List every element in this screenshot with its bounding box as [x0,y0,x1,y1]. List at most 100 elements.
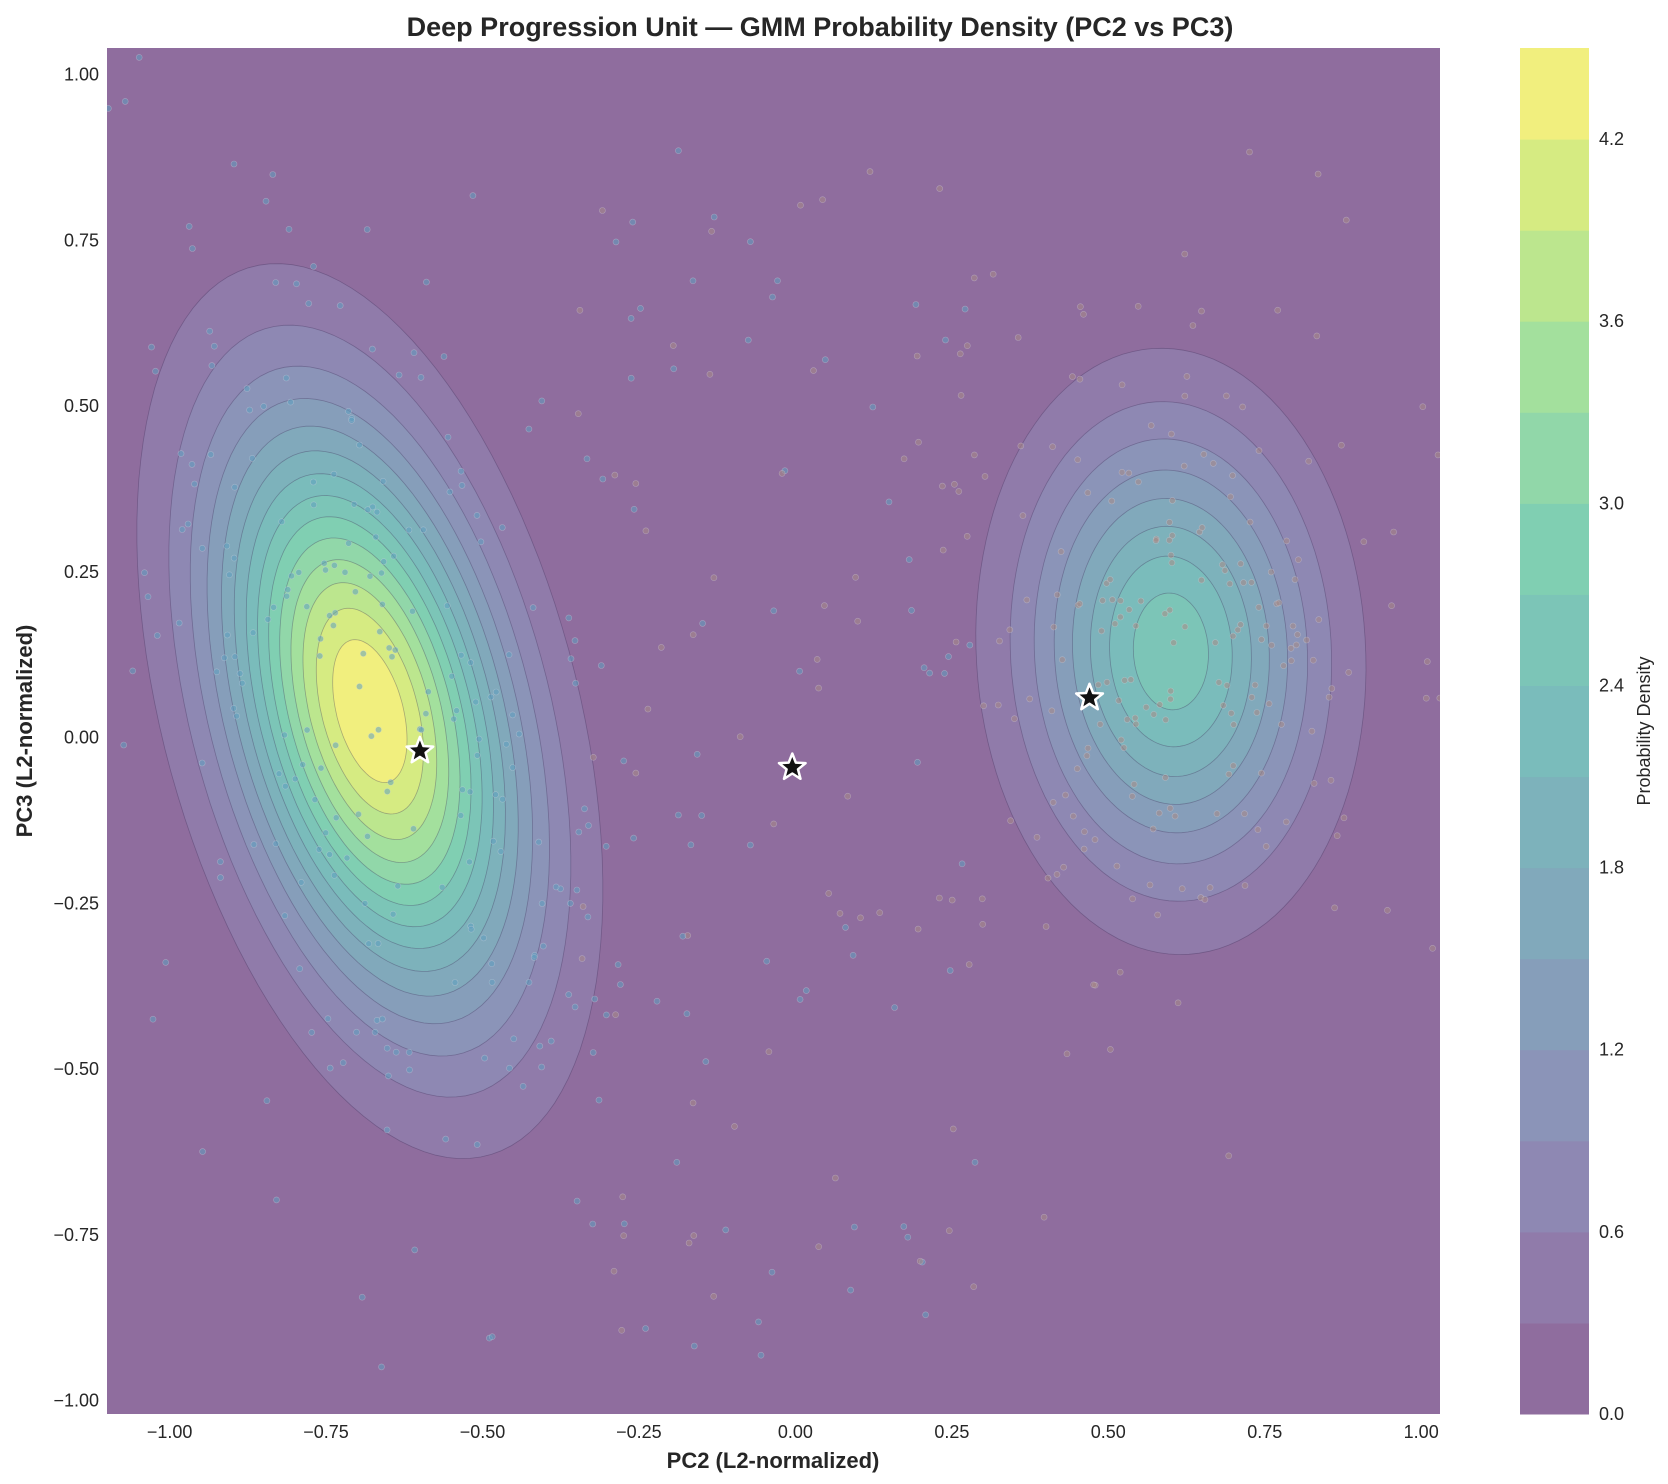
scatter-point [538,900,546,907]
scatter-point [326,1064,334,1072]
scatter-point [1274,306,1281,314]
scatter-point [497,848,505,855]
scatter-point [1069,373,1076,380]
scatter-point [1123,716,1131,723]
scatter-point [939,482,946,490]
scatter-point [356,441,363,449]
scatter-point [371,1029,379,1036]
scatter-point [1327,776,1335,784]
scatter-point [1287,644,1295,652]
scatter-point [599,207,606,214]
scatter-point [264,616,272,623]
scatter-point [946,967,954,974]
scatter-point [488,960,496,968]
scatter-point [690,1232,698,1239]
scatter-point [916,1257,924,1265]
scatter-point [440,353,448,360]
scatter-point [669,342,677,349]
scatter-point [1308,727,1316,735]
scatter-point [406,1066,413,1074]
scatter-point [1219,561,1226,568]
scatter-point [278,518,286,526]
scatter-point [802,987,810,994]
colorbar-label: Probability Density [1634,656,1654,805]
scatter-point [1091,836,1099,843]
scatter-point [226,571,233,579]
scatter-point [581,805,588,813]
scatter-point [326,612,333,619]
scatter-point [457,812,465,819]
scatter-point [129,667,136,675]
scatter-point [1253,709,1261,716]
scatter-point [480,934,487,942]
scatter-point [1429,944,1436,952]
centroid-star-1 [405,735,435,764]
scatter-point [1241,810,1248,818]
scatter-point [208,362,216,369]
scatter-point [345,539,352,547]
scatter-point [755,1318,762,1326]
scatter-points [107,54,1450,1371]
scatter-point [221,654,228,662]
scatter-point [1107,1046,1114,1053]
scatter-point [374,940,382,947]
scatter-point [366,572,374,580]
scatter-point [185,223,193,230]
scatter-point [1062,791,1069,799]
scatter-point [1115,697,1123,704]
scatter-point [951,480,958,488]
scatter-point [915,438,922,446]
scatter-point [1444,877,1450,883]
scatter-point [387,778,395,786]
scatter-point [391,646,399,654]
scatter-point [1049,443,1056,451]
scatter-point [945,653,952,660]
scatter-point [1149,825,1157,833]
scatter-point [324,1015,332,1023]
scatter-point [1026,695,1033,703]
scatter-point [453,707,460,714]
scatter-point [971,1159,979,1166]
scatter-point [1226,580,1234,588]
scatter-point [1221,567,1229,574]
scatter-point [1171,812,1179,820]
scatter-point [525,425,533,433]
scatter-point [373,1016,381,1024]
centroid-star-3 [1074,682,1105,711]
x-tick-label: 0.00 [778,1422,813,1442]
scatter-point [1289,622,1297,630]
scatter-point [941,670,948,677]
scatter-point [1095,681,1102,689]
scatter-point [963,532,971,540]
scatter-point [905,556,913,563]
scatter-point [1223,682,1231,689]
scatter-point [343,854,351,862]
scatter-point [599,475,607,483]
scatter-point [199,544,206,552]
scatter-point [444,433,452,441]
plot-area [107,48,1450,1414]
scatter-point [422,710,430,717]
y-tick-label: −0.75 [53,1225,99,1245]
scatter-point [451,979,459,986]
scatter-point [589,1220,597,1228]
scatter-point [1267,568,1275,576]
scatter-point [417,374,425,381]
scatter-point [690,1342,698,1350]
scatter-point [736,733,744,741]
scatter-point [1206,884,1214,891]
scatter-point [611,471,619,479]
scatter-point [175,619,183,627]
scatter-point [1168,559,1176,567]
x-axis-ticks: −1.00 −0.75 −0.50 −0.25 0.00 0.25 0.50 0.75 1.00 [147,1422,1439,1442]
scatter-point [912,301,920,308]
scatter-point [810,367,817,374]
scatter-point [1223,392,1230,400]
scatter-point [473,752,481,759]
scatter-point [689,277,697,285]
scatter-point [361,900,369,907]
scatter-point [135,54,143,61]
scatter-point [1127,676,1135,683]
scatter-point [341,568,349,576]
y-tick-label: 0.25 [64,562,99,582]
